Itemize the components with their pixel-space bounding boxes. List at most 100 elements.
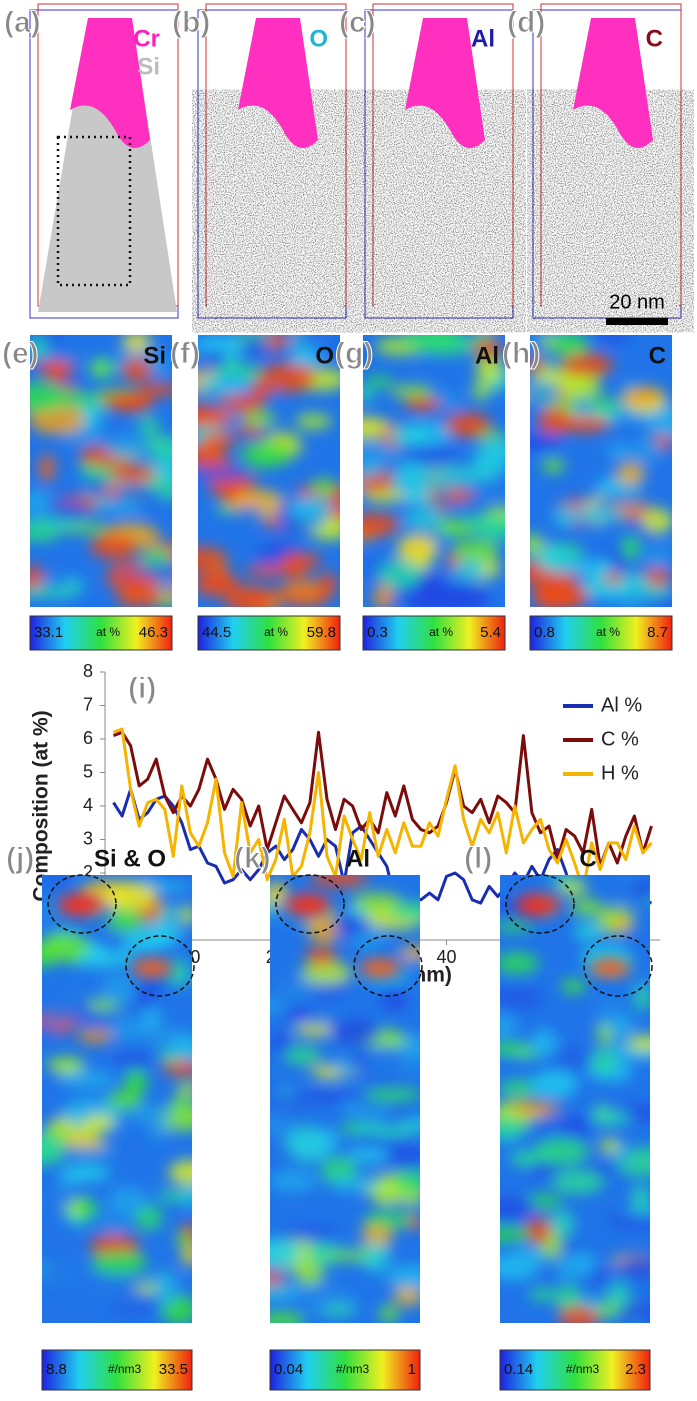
heatmap-blob [198,546,229,573]
heatmap-blob [525,1217,552,1244]
heatmap-blob [633,984,650,1011]
heatmap-blob [642,595,672,607]
heatmap-blob [452,559,485,581]
heatmap-blob [621,535,641,560]
heatmap-blob [627,969,650,989]
heatmap-blob [529,1029,558,1057]
heatmap-blob [364,1087,420,1102]
heatmap-blob [542,458,565,474]
heatmap-blob [351,892,403,913]
panel-label: (c) [339,6,376,39]
colorbar [197,615,341,651]
heatmap-blob [295,413,332,430]
element-label: C [646,25,663,52]
hotspot [590,959,630,977]
heatmap-blob [30,335,48,359]
heatmap-blob [606,445,632,458]
roi-circle [353,935,423,997]
tip-cap [238,18,318,148]
panel-label: (b) [172,6,210,39]
heatmap-blob [389,472,426,484]
heatmap-blob [433,490,451,504]
element-label: C [649,342,666,369]
heatmap-blob [175,1084,192,1096]
heatmap-blob [134,563,172,580]
heatmap-blob [335,1056,354,1078]
heatmap-blob [419,355,438,370]
heatmap-blob [631,1184,650,1214]
heatmap-blob [500,1197,538,1220]
heatmap-blob [399,446,459,466]
heatmap-blob [614,592,647,607]
panel-label: (d) [507,6,545,39]
heatmap-blob [67,1146,116,1159]
heatmap-blob [309,983,344,1009]
tip-cap [405,18,485,148]
heatmap-blob [48,501,89,521]
heatmap-blob [329,1177,382,1191]
heatmap-blobs [500,875,650,1323]
heatmap-blob [530,433,563,450]
colorbar-unit: at % [596,625,620,639]
heatmap-blob [631,436,662,463]
heatmap-blob [363,460,384,479]
colorbar [362,615,506,651]
heatmap-blob [370,1125,413,1138]
heatmap-blob [646,406,672,437]
heatmap-blob [283,1046,322,1065]
y-tick-label: 3 [83,828,93,848]
heatmap-blob [607,1281,630,1307]
colorbar-min: 0.14 [504,1361,533,1378]
heatmap-blob [133,982,158,1009]
heatmap-blob [241,442,292,468]
heatmap-blob [510,1247,548,1267]
heatmap-blob [591,1110,631,1126]
heatmap-blob [92,1292,152,1304]
heatmap-blob [535,544,568,572]
hotspot [58,894,102,916]
heatmap-blob [85,478,108,496]
heatmap-blob [60,987,89,1006]
heatmap-blob [546,1045,597,1073]
colorbar-min: 44.5 [202,624,231,641]
element-label: Al [475,342,499,369]
hotspot [132,959,172,977]
heatmap-blob [42,1024,56,1037]
heatmap-blob [30,491,50,513]
heatmap-blob [281,1226,337,1243]
heatmap-blob [500,1079,540,1097]
heatmap-blob [633,880,650,899]
heatmap-blob [38,453,55,483]
colorbar-min: 0.04 [274,1361,303,1378]
heatmap-blob [107,1187,148,1214]
heatmap-blob [156,1190,192,1202]
heatmap-blob [90,362,110,374]
element-label: O [309,25,328,52]
heatmap-blob [420,475,468,488]
colorbar-min: 8.8 [46,1361,67,1378]
heatmap-blob [109,465,157,483]
panel-label: (a) [4,6,41,39]
heatmap-blob [270,1283,303,1300]
hotspot [516,894,560,916]
heatmap-blob [373,584,394,607]
heatmap-blob [559,1115,593,1139]
heatmap-blob [174,1233,192,1247]
heatmap-blob [271,1032,293,1055]
heatmap-blob [137,417,161,434]
heatmap-blob [551,1169,605,1195]
heatmap-blob [65,579,82,592]
heatmap-blob [379,1305,399,1323]
heatmap-blob [270,979,317,1008]
heatmap-blob [312,477,336,497]
heatmap-blob [330,1020,382,1044]
heatmap-blob [167,959,191,987]
heatmap [198,335,340,607]
element-label: C [579,845,596,872]
heatmap-blob [363,384,374,404]
heatmap-blob [382,986,406,1011]
heatmap-blob [306,913,342,944]
panel-label: (k) [234,842,271,875]
heatmap [30,335,172,607]
heatmap-blob [98,1206,130,1235]
